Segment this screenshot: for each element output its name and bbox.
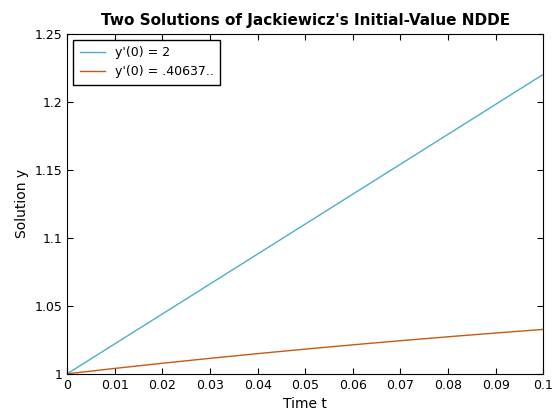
X-axis label: Time t: Time t xyxy=(283,397,327,411)
y'(0) = .40637.. xyxy=(113,366,119,371)
y'(0) = .40637.. xyxy=(256,351,263,356)
Title: Two Solutions of Jackiewicz's Initial-Value NDDE: Two Solutions of Jackiewicz's Initial-Va… xyxy=(101,13,510,28)
y'(0) = .40637.. xyxy=(273,349,280,354)
y'(0) = 2 xyxy=(256,250,263,255)
y'(0) = .40637.. xyxy=(444,334,450,339)
y'(0) = .40637.. xyxy=(435,335,442,340)
y'(0) = 2 xyxy=(64,371,71,376)
Legend: y'(0) = 2, y'(0) = .40637..: y'(0) = 2, y'(0) = .40637.. xyxy=(73,40,220,84)
y'(0) = 2 xyxy=(540,72,547,77)
Line: y'(0) = 2: y'(0) = 2 xyxy=(67,74,543,374)
y'(0) = 2 xyxy=(391,166,398,171)
y'(0) = .40637.. xyxy=(391,339,398,344)
y'(0) = 2 xyxy=(113,341,119,346)
y'(0) = 2 xyxy=(273,239,280,244)
y'(0) = 2 xyxy=(444,132,450,137)
y'(0) = .40637.. xyxy=(540,327,547,332)
Line: y'(0) = .40637..: y'(0) = .40637.. xyxy=(67,329,543,374)
y'(0) = .40637.. xyxy=(64,371,71,376)
Y-axis label: Solution y: Solution y xyxy=(15,169,29,238)
y'(0) = 2 xyxy=(435,138,442,143)
